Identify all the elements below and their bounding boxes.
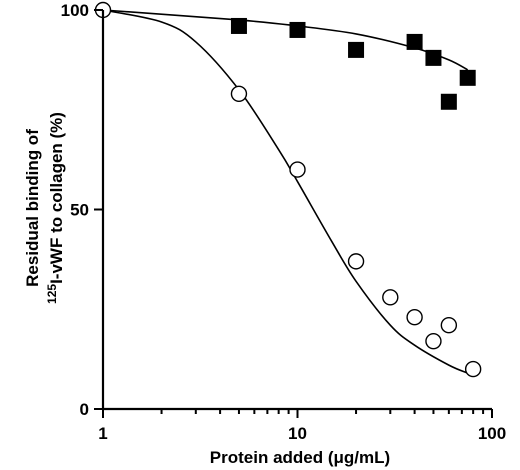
x-axis-title: Protein added (μg/mL) [210,448,390,467]
axis-ticks: 0 50 100 1 10 100 [61,1,507,443]
filled-square-point [459,69,476,86]
filled-square-point [440,93,457,110]
open-circle-point [464,360,482,378]
open-circle-point [425,332,442,350]
y-tick-label: 100 [61,1,89,20]
filled-square-point [230,17,247,34]
open-circle-series-fit-line [102,9,469,374]
x-tick-label: 10 [288,424,307,443]
filled-square-point [289,21,306,38]
open-circle-point [382,289,399,306]
filled-square-series-fit-line [102,9,469,71]
filled-square-point [348,41,365,58]
open-circle-point [289,161,306,178]
open-circle-point [440,317,458,334]
filled-square-point [406,33,423,50]
filled-square-point [425,49,442,66]
open-circle-point [230,85,248,102]
y-axis-title: Residual binding of 125I-vWF to collagen… [23,112,66,304]
x-tick-label: 1 [98,424,107,443]
y-tick-label: 50 [70,201,89,220]
y-axis-title-line1: Residual binding of [23,129,42,287]
open-circle-point [347,253,365,270]
x-tick-label: 100 [478,424,506,443]
y-axis-title-line2: 125I-vWF to collagen (%) [45,112,66,304]
plot-area [94,1,482,378]
y-tick-label: 0 [80,400,89,419]
open-circle-point [406,309,423,326]
